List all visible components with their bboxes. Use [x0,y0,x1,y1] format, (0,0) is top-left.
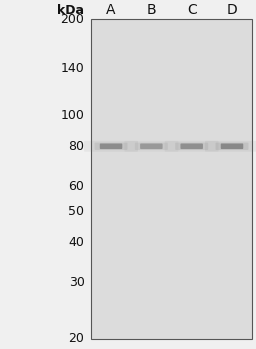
FancyBboxPatch shape [175,143,208,150]
FancyBboxPatch shape [205,141,256,152]
Text: B: B [146,3,156,17]
Text: A: A [106,3,116,17]
Text: 80: 80 [68,140,84,153]
Text: 200: 200 [61,13,84,26]
Bar [91,19,252,339]
FancyBboxPatch shape [100,143,122,149]
Text: 100: 100 [61,109,84,122]
Text: 20: 20 [69,332,84,345]
FancyBboxPatch shape [140,143,163,149]
Text: 60: 60 [69,180,84,193]
FancyBboxPatch shape [84,141,138,152]
FancyBboxPatch shape [221,143,243,149]
FancyBboxPatch shape [135,143,168,150]
FancyBboxPatch shape [94,143,127,150]
Text: C: C [187,3,197,17]
Text: 40: 40 [69,236,84,249]
Text: 30: 30 [69,276,84,289]
Text: kDa: kDa [58,4,84,17]
FancyBboxPatch shape [180,143,203,149]
Text: D: D [227,3,237,17]
Text: 140: 140 [61,62,84,75]
Text: 50: 50 [68,205,84,218]
FancyBboxPatch shape [216,143,249,150]
FancyBboxPatch shape [124,141,178,152]
FancyBboxPatch shape [165,141,219,152]
